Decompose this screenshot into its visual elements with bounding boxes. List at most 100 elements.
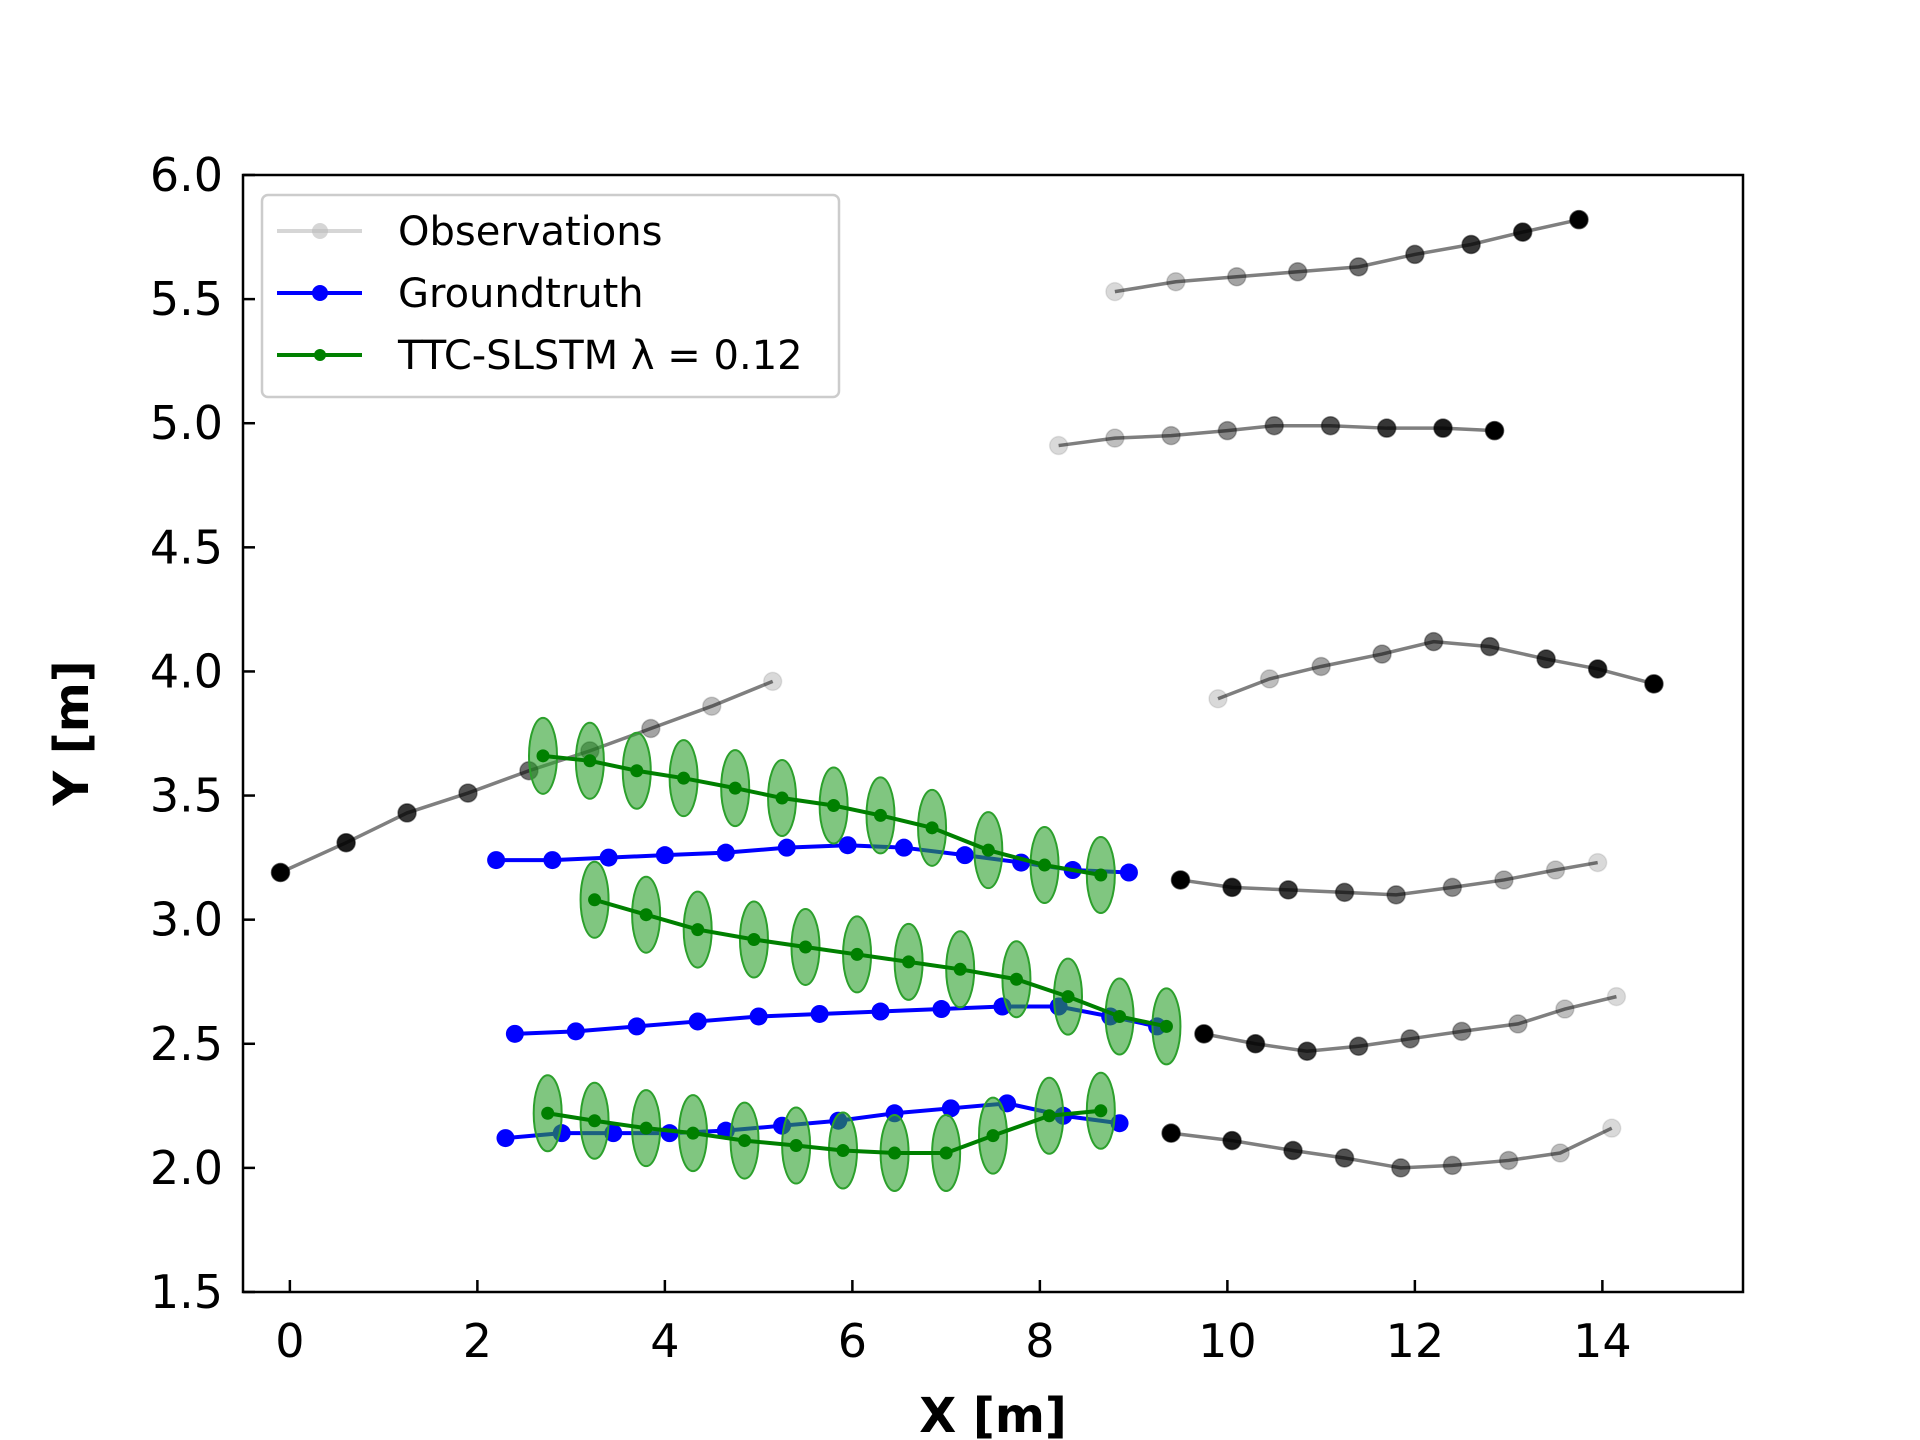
x-tick-label: 6 <box>838 1314 867 1368</box>
pred-1-point <box>728 781 742 795</box>
obs-4-point <box>397 803 417 823</box>
obs-6-point <box>1508 1014 1528 1034</box>
gt-3-point <box>941 1099 960 1118</box>
pred-2-point <box>1061 990 1075 1004</box>
obs-4-point <box>762 671 783 692</box>
pred-1-point <box>981 843 995 857</box>
pred-1-series <box>528 716 1116 914</box>
y-tick-label: 5.0 <box>150 396 223 450</box>
pred-3-point <box>986 1129 1000 1143</box>
gt-1-point <box>655 846 674 865</box>
obs-1-point <box>1105 281 1125 302</box>
pred-1-point <box>1038 858 1052 872</box>
obs-2-point <box>1105 428 1125 448</box>
gt-1-point <box>955 846 974 865</box>
obs-7-point <box>1498 1150 1519 1171</box>
pred-2-series <box>579 860 1182 1066</box>
y-tick-label: 6.0 <box>150 148 223 202</box>
gt-2-point <box>505 1024 524 1043</box>
obs-2-point <box>1377 418 1397 438</box>
obs-4-point <box>702 696 722 716</box>
obs-3-point <box>1259 669 1280 689</box>
pred-3-point <box>588 1114 602 1128</box>
obs-6-point <box>1555 999 1575 1019</box>
pred-1-point <box>827 798 841 812</box>
obs-3-point <box>1587 659 1608 679</box>
obs-3-series <box>1208 631 1664 709</box>
obs-6-point <box>1606 986 1627 1007</box>
y-tick-label: 2.5 <box>150 1017 223 1071</box>
obs-7-point <box>1283 1140 1303 1161</box>
obs-5-point <box>1545 860 1566 880</box>
obs-7-point <box>1334 1148 1355 1168</box>
pred-1-point <box>583 754 597 768</box>
y-tick-label: 4.5 <box>150 520 223 574</box>
obs-5-point <box>1170 870 1191 890</box>
y-tick-label: 1.5 <box>150 1265 223 1319</box>
obs-5-point <box>1386 885 1406 905</box>
obs-1-point <box>1461 234 1481 255</box>
obs-6-point <box>1297 1041 1317 1061</box>
pred-2-point <box>747 933 761 947</box>
obs-7-point <box>1161 1123 1181 1143</box>
obs-5-point <box>1587 852 1608 873</box>
obs-2-point <box>1484 420 1505 441</box>
pred-1-point <box>925 821 939 835</box>
obs-3-point <box>1644 674 1664 694</box>
obs-7-series <box>1161 1118 1622 1178</box>
obs-5-series <box>1170 852 1608 905</box>
legend-groundtruth-marker <box>312 285 328 301</box>
obs-5-point <box>1442 877 1463 898</box>
x-tick-label: 10 <box>1198 1314 1257 1368</box>
legend-prediction-marker <box>314 349 326 361</box>
pred-2-point <box>953 962 967 976</box>
x-tick-label: 8 <box>1025 1314 1054 1368</box>
obs-1-point <box>1348 257 1369 277</box>
plot-content <box>270 209 1664 1192</box>
obs-1-point <box>1227 267 1247 287</box>
pred-2-point <box>902 955 916 969</box>
obs-1-point <box>1512 222 1533 242</box>
obs-7-point <box>1550 1143 1570 1163</box>
obs-4-point <box>336 832 356 853</box>
pred-1-point <box>775 791 789 805</box>
pred-3-point <box>789 1139 803 1153</box>
legend-groundtruth-label: Groundtruth <box>398 271 644 317</box>
pred-3-point <box>639 1121 653 1135</box>
gt-2-point <box>688 1012 707 1031</box>
gt-1-point <box>1119 863 1138 882</box>
pred-3-line <box>547 1108 1102 1155</box>
legend-observations-label: Observations <box>398 209 662 255</box>
obs-6-series <box>1194 986 1627 1061</box>
gt-1-point <box>838 836 857 855</box>
obs-3-point <box>1311 656 1331 677</box>
obs-1-point <box>1569 209 1589 230</box>
pred-3-point <box>541 1106 555 1120</box>
pred-2-point <box>850 947 864 961</box>
y-tick-label: 4.0 <box>150 644 223 698</box>
obs-5-point <box>1278 880 1299 900</box>
obs-4-point <box>270 862 291 883</box>
pred-3-point <box>686 1126 700 1140</box>
pred-1-point <box>536 749 550 763</box>
obs-2-point <box>1048 435 1069 456</box>
pred-3-point <box>939 1146 953 1160</box>
pred-2-line <box>594 897 1167 1029</box>
pred-2-point <box>799 940 812 954</box>
y-tick-label: 2.0 <box>150 1141 223 1195</box>
pred-2-point <box>588 893 602 907</box>
gt-1-point <box>894 838 913 857</box>
pred-3-point <box>1042 1109 1056 1123</box>
pred-1-point <box>874 808 887 822</box>
plot-frame <box>241 173 1745 1294</box>
obs-5-point <box>1334 882 1355 903</box>
x-tick-label: 14 <box>1573 1314 1632 1368</box>
obs-6-point <box>1348 1036 1369 1057</box>
obs-6-point <box>1194 1024 1214 1044</box>
pred-2-point <box>1009 972 1023 986</box>
axis-ticks: 0 2 4 6 8 10 12 14 1.5 2.0 2.5 3.0 3.5 4.0 4.5 5.0 5.5 6.… <box>150 148 1632 1368</box>
legend-observations-marker <box>312 223 328 239</box>
x-tick-label: 0 <box>275 1314 304 1368</box>
obs-1-point <box>1166 271 1186 292</box>
